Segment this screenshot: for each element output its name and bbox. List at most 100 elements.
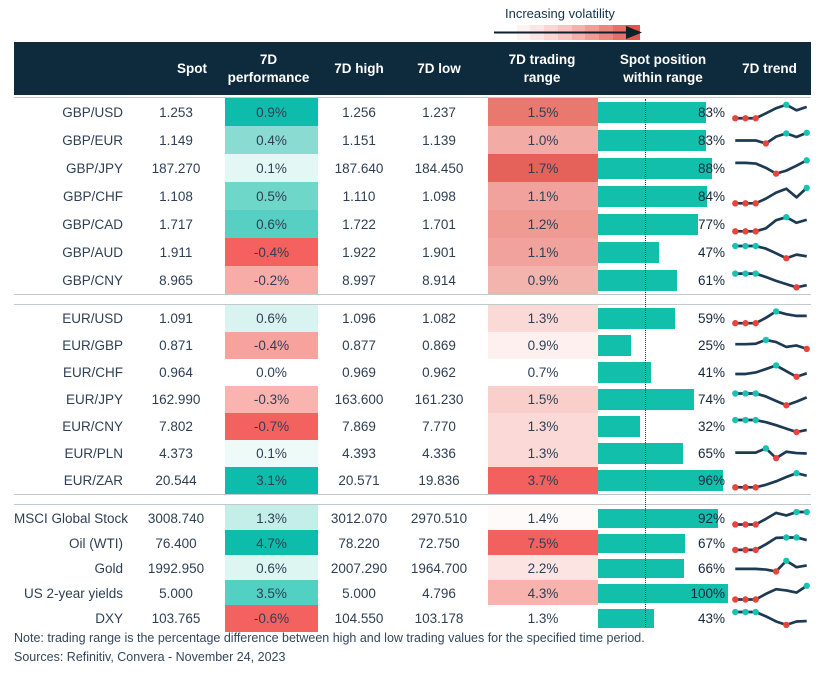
asset-label: EUR/JPY [65,392,123,407]
spot-position-bar [598,101,706,123]
low-dot [732,199,739,207]
low-dot [762,139,770,147]
low-value: 184.450 [414,160,464,176]
spot-position-cell: 25% [598,332,728,359]
trend-sparkline [732,390,808,409]
trend-cell [731,605,811,632]
spot-position-value: 65% [697,446,725,461]
spot-position-value: 88% [697,160,725,176]
low-dot [752,320,759,327]
table-row: EUR/CNY 7.802 -0.7% 7.869 7.770 1.3% 32% [14,413,811,440]
trend-sparkline [732,508,810,528]
trend-cell [731,530,811,557]
spot-position-cell: 32% [598,413,728,440]
low-value: 19.836 [418,473,460,488]
trading-range-cell: 1.7% [488,154,598,182]
asset-label: US 2-year yields [23,586,123,601]
table-section: EUR/USD 1.091 0.6% 1.096 1.082 1.3% 59% EUR/GBP… [14,305,811,494]
trading-range-cell: 2.2% [488,555,598,582]
table-row: EUR/CHF 0.964 0.0% 0.969 0.962 0.7% 41% [14,359,811,386]
trend-cell [731,211,811,238]
trend-sparkline [735,156,810,177]
performance-cell: -0.4% [225,332,318,359]
spot-position-bar [598,534,686,553]
high-value: 7.869 [342,419,376,434]
high-dot [803,508,810,516]
trend-cell [731,580,811,607]
spot-value: 4.373 [159,446,193,461]
spot-value: 76.400 [155,536,197,551]
spot-position-cell: 84% [598,182,728,210]
trend-sparkline [735,557,807,575]
spot-position-cell: 41% [598,359,728,386]
spot-position-bar [598,241,660,263]
trend-sparkline [732,608,807,629]
spot-value: 1.149 [159,132,193,148]
high-dot [742,416,749,424]
low-dot [752,199,759,207]
spot-position-value: 96% [697,473,725,488]
performance-cell: 4.7% [225,530,318,557]
asset-label: DXY [95,611,123,626]
trend-sparkline [735,129,810,147]
high-value: 1.256 [342,104,376,120]
low-dot [732,227,739,235]
spot-position-value: 47% [697,244,725,260]
table-row: EUR/USD 1.091 0.6% 1.096 1.082 1.3% 59% [14,305,811,332]
performance-cell: 0.0% [225,359,318,386]
high-value: 1.110 [342,188,376,204]
low-dot [742,521,749,528]
header-7d-high: 7D high [334,60,384,76]
table-row: EUR/JPY 162.990 -0.3% 163.600 161.230 1.5% 74% [14,386,811,413]
spot-value: 8.965 [159,272,193,288]
spot-value: 1.911 [159,244,193,260]
low-value: 8.914 [422,272,456,288]
low-dot [772,455,780,462]
spot-position-cell: 83% [598,98,728,126]
high-dot [742,242,749,249]
spot-position-value: 32% [697,419,725,434]
high-value: 0.969 [342,365,376,380]
spot-value: 1.717 [159,216,193,232]
performance-cell: 1.3% [225,505,318,532]
asset-label: EUR/ZAR [63,473,123,488]
spot-position-cell: 77% [598,210,728,238]
spot-position-bar [598,185,708,207]
low-dot [742,320,749,327]
spot-position-cell: 74% [598,386,728,413]
performance-cell: 0.4% [225,126,318,154]
header-spot-position: Spot position within range [619,51,707,85]
high-dot [803,129,810,136]
low-dot [783,402,790,409]
high-dot [783,129,790,137]
spot-position-bar [598,470,723,491]
low-dot [742,114,749,121]
spot-position-value: 25% [697,338,725,353]
trend-sparkline [735,336,810,353]
low-value: 1.098 [422,188,456,204]
trading-range-cell: 0.9% [488,266,598,294]
low-value: 2970.510 [410,511,468,526]
low-value: 103.178 [414,611,464,626]
asset-label: GBP/USD [62,104,123,120]
volatility-legend-label: Increasing volatility [505,6,615,21]
table-row: MSCI Global Stock 3008.740 1.3% 3012.070 297… [14,505,811,532]
market-table: Spot 7D performance 7D high 7D low 7D tr… [14,42,811,632]
spot-position-cell: 96% [598,467,728,494]
asset-label: GBP/AUD [62,244,123,260]
performance-cell: 0.6% [225,210,318,238]
low-dot [752,114,759,121]
spot-position-cell: 65% [598,440,728,467]
spot-position-bar [598,416,640,437]
low-dot [742,484,749,491]
spot-position-cell: 66% [598,555,728,582]
high-value: 1.151 [342,132,376,148]
high-dot [783,101,790,108]
performance-cell: 3.1% [225,467,318,494]
spot-value: 162.990 [151,392,201,407]
high-dot [762,445,770,452]
high-dot [793,508,800,516]
high-dot [803,582,810,589]
high-dot [772,362,780,369]
trend-sparkline [732,582,810,603]
